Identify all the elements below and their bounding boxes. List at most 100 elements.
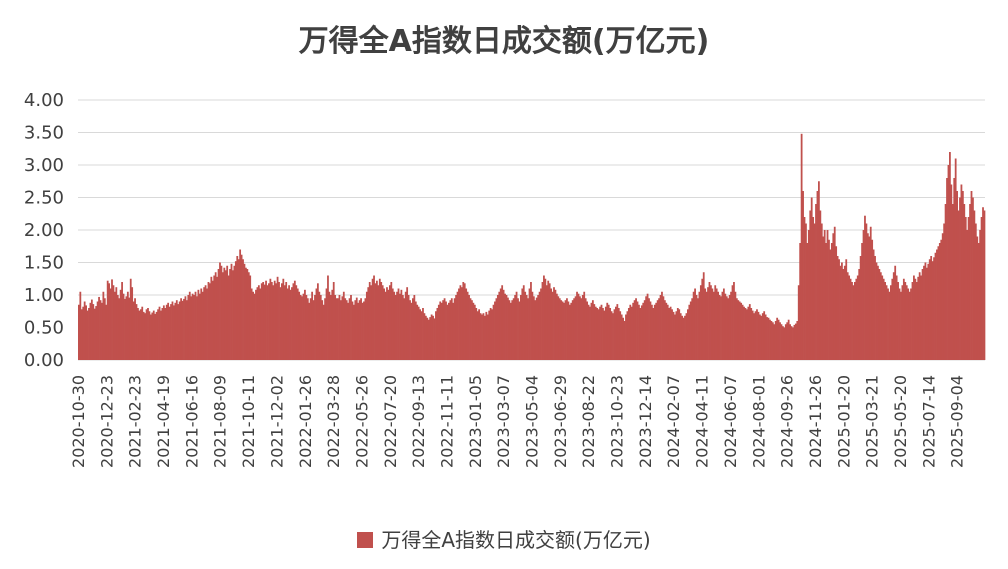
bar [584,298,587,360]
bar [164,308,167,360]
bar [710,285,712,360]
bar [210,276,213,360]
bar [613,309,616,360]
bar [678,309,681,360]
bar [879,272,882,360]
bar [286,288,289,360]
bar [478,309,481,360]
bar [589,306,591,360]
x-tick-label: 2022-03-28 [324,375,343,468]
bar [587,304,590,360]
bar [365,291,368,360]
bar [190,296,193,360]
bar [257,285,260,360]
bar [782,326,784,360]
bar [95,306,98,360]
bar [328,291,331,360]
bar [661,291,663,360]
bar [397,288,400,360]
bar [331,289,334,360]
y-tick-label: 3.50 [24,123,64,144]
bar [417,306,420,360]
bar [79,291,82,360]
bar [101,302,103,360]
bar [370,285,373,360]
bar [820,223,823,360]
bar [352,304,355,360]
bar [805,223,807,360]
bar [622,317,624,360]
bar [201,291,204,360]
bar [89,302,92,360]
bar [604,306,607,360]
bar [462,282,465,360]
bar [162,305,165,360]
bar [763,311,766,360]
bar [642,302,645,360]
bar [894,265,897,360]
bar [528,288,531,360]
bar [403,298,406,360]
bar [252,291,254,360]
bar [691,298,694,360]
x-tick-label: 2024-11-26 [806,375,825,468]
bar [705,291,708,360]
bar [82,306,85,360]
bar [600,304,603,360]
legend-swatch [357,532,374,548]
bar [354,300,357,360]
bar [973,210,976,360]
bar [560,300,563,360]
bar [757,311,760,360]
bar [301,296,303,360]
bar [593,304,596,360]
bar [688,304,691,360]
bar [404,291,407,360]
bar [134,298,136,360]
bar [574,296,577,360]
bar [828,239,830,360]
bar [557,296,560,360]
bar [773,324,776,360]
bar [829,249,832,360]
bar [109,288,112,360]
bar [897,282,899,360]
bar [86,310,89,360]
bar [751,310,754,360]
bar [730,291,732,360]
bar [410,302,413,360]
bar [852,285,855,360]
bar [291,287,293,360]
bar [580,298,583,360]
bar [342,291,345,360]
bar [265,280,267,360]
bar [960,184,963,360]
bar [812,217,815,360]
bar [748,304,751,360]
bar [350,295,352,360]
bar [329,295,332,360]
bar [911,282,914,360]
bar [790,326,793,360]
bar [849,278,852,360]
bar [449,300,452,360]
bar [597,309,600,360]
bar [907,288,910,360]
bar [234,261,237,360]
bar [737,300,740,360]
bar [648,298,650,360]
bar [293,280,296,360]
bar [652,308,655,360]
bar [636,301,639,360]
bar [183,298,185,360]
bar [180,298,183,360]
bar [941,233,944,360]
bar [895,275,898,360]
bar [743,306,745,360]
bar [544,278,547,360]
bar [832,233,835,360]
bar [780,324,783,360]
bar [869,226,872,360]
bar [440,302,443,360]
bar [455,295,457,360]
